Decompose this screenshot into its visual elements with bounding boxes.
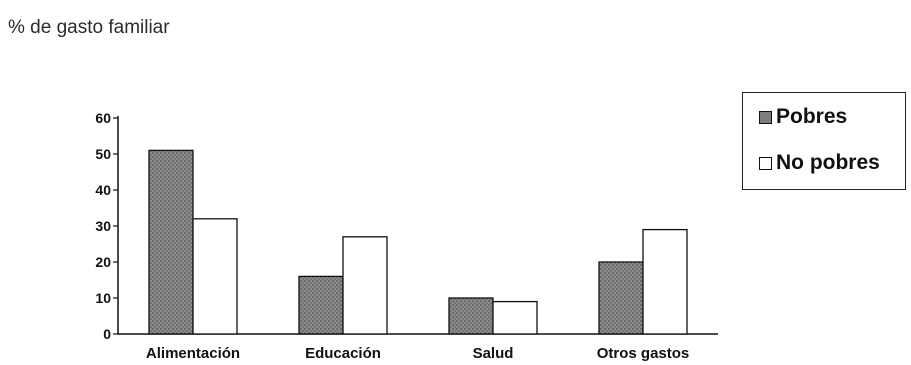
bar-pobres bbox=[298, 275, 344, 335]
bar-no-pobres bbox=[492, 300, 538, 335]
y-tick-label: 10 bbox=[95, 290, 111, 306]
legend-item-pobres: Pobres bbox=[759, 105, 847, 129]
bar-pobres bbox=[448, 297, 494, 335]
y-tick-label: 60 bbox=[95, 110, 111, 126]
y-tick-label: 30 bbox=[95, 218, 111, 234]
legend-item-no-pobres: No pobres bbox=[759, 151, 880, 175]
bar-no-pobres bbox=[192, 218, 238, 335]
bar-pobres bbox=[598, 261, 644, 335]
x-tick-label: Educación bbox=[305, 345, 381, 362]
y-tick-label: 20 bbox=[95, 254, 111, 270]
x-tick-label: Otros gastos bbox=[597, 345, 690, 362]
bar-pobres bbox=[148, 149, 194, 335]
chart-title: % de gasto familiar bbox=[8, 17, 170, 38]
bar-no-pobres bbox=[342, 236, 388, 335]
legend-swatch-no-pobres bbox=[759, 156, 772, 170]
legend-swatch-pobres bbox=[759, 110, 772, 124]
legend-label-pobres: Pobres bbox=[776, 105, 848, 128]
x-tick-label: Alimentación bbox=[146, 345, 240, 362]
legend: Pobres No pobres bbox=[742, 92, 906, 190]
bar-no-pobres bbox=[642, 228, 688, 335]
y-tick-label: 40 bbox=[95, 182, 111, 198]
y-tick-label: 0 bbox=[103, 326, 111, 342]
legend-label-no-pobres: No pobres bbox=[776, 151, 880, 174]
y-tick-label: 50 bbox=[95, 146, 111, 162]
x-tick-label: Salud bbox=[473, 345, 514, 362]
